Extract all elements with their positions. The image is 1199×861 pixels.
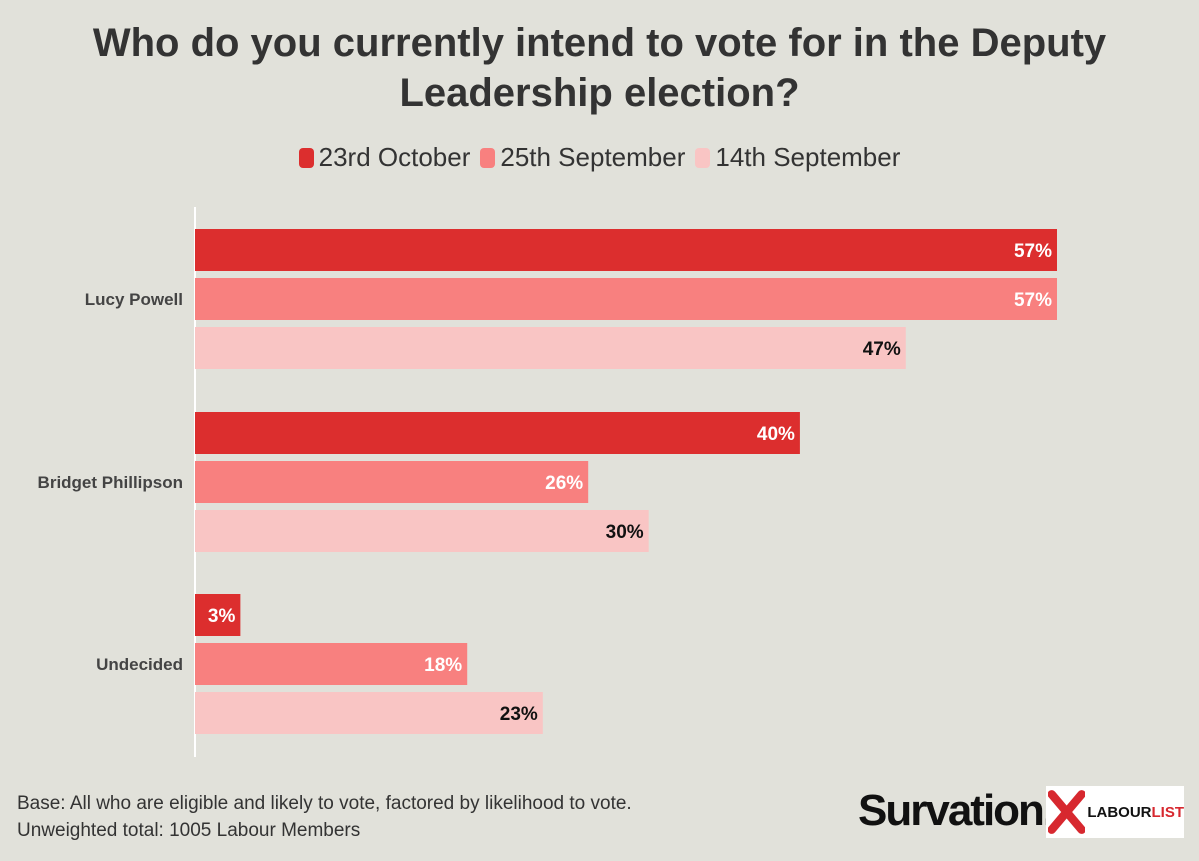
bar-value-label: 3% — [208, 606, 236, 627]
legend-label: 14th September — [715, 142, 901, 172]
bar-value-label: 40% — [757, 424, 795, 445]
labourlist-wordmark: LABOURLIST — [1087, 803, 1184, 821]
bar — [195, 412, 800, 454]
legend-swatch — [480, 147, 496, 168]
legend-label: 25th September — [500, 142, 686, 172]
legend-item-14th-september: 14th September — [695, 142, 900, 173]
bar-value-label: 18% — [424, 655, 462, 676]
legend-swatch — [695, 147, 711, 168]
bar — [195, 278, 1057, 320]
labourlist-x-icon — [1048, 790, 1086, 834]
labourlist-logo: LABOURLIST — [1046, 786, 1184, 838]
bar — [195, 327, 906, 369]
bar-value-label: 26% — [545, 473, 583, 494]
bar-value-label: 47% — [863, 339, 901, 360]
footnote-base: Base: All who are eligible and likely to… — [17, 793, 632, 814]
category-label: Lucy Powell — [85, 290, 183, 309]
legend-swatch — [298, 147, 314, 168]
bar-value-label: 57% — [1014, 290, 1052, 311]
bar — [195, 594, 241, 636]
bar — [195, 692, 543, 734]
bar-value-label: 57% — [1014, 241, 1052, 262]
bar — [195, 461, 589, 503]
legend: 23rd October 25th September 14th Septemb… — [0, 142, 1199, 173]
survation-logo: Survation. — [858, 786, 1055, 835]
bar-value-label: 30% — [606, 522, 644, 543]
footnote: Base: All who are eligible and likely to… — [17, 790, 632, 844]
legend-item-25th-september: 25th September — [480, 142, 685, 173]
bar — [195, 229, 1057, 271]
bar-value-label: 23% — [500, 704, 538, 725]
chart-title: Who do you currently intend to vote for … — [92, 21, 1107, 115]
footnote-total: Unweighted total: 1005 Labour Members — [17, 820, 361, 841]
category-label: Undecided — [96, 655, 183, 674]
category-label: Bridget Phillipson — [38, 473, 183, 492]
bar — [195, 643, 468, 685]
bar — [195, 510, 649, 552]
legend-label: 23rd October — [318, 142, 471, 172]
legend-item-23rd-october: 23rd October — [298, 142, 471, 173]
